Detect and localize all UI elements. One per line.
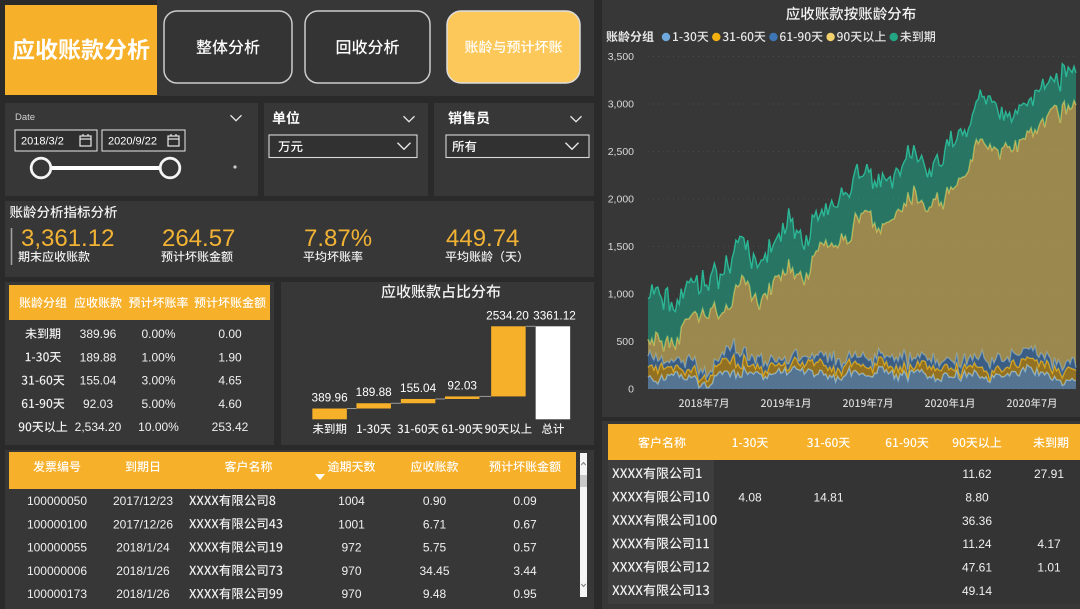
svg-text:Date: Date [15,112,35,123]
svg-text:1,000: 1,000 [608,289,634,301]
svg-text:500: 500 [616,336,634,348]
svg-text:0.00%: 0.00% [141,327,175,341]
svg-text:2017/12/23: 2017/12/23 [113,494,173,508]
svg-text:972: 972 [341,541,361,555]
svg-text:0.00: 0.00 [218,327,242,341]
svg-text:3.44: 3.44 [513,564,537,578]
svg-text:264.57: 264.57 [162,225,235,252]
svg-text:100000006: 100000006 [27,564,87,578]
svg-text:1004: 1004 [338,494,365,508]
svg-text:0: 0 [628,384,634,396]
svg-text:4.60: 4.60 [218,397,242,411]
svg-text:3.00%: 3.00% [141,374,175,388]
svg-text:14.81: 14.81 [813,490,843,504]
svg-text:27.91: 27.91 [1034,467,1064,481]
svg-text:2534.20: 2534.20 [486,308,529,322]
svg-text:1,500: 1,500 [608,241,634,253]
svg-text:4.17: 4.17 [1037,537,1061,551]
svg-text:2018/1/24: 2018/1/24 [116,541,170,555]
svg-text:4.65: 4.65 [218,374,242,388]
svg-text:0.67: 0.67 [513,517,537,531]
svg-text:189.88: 189.88 [80,350,117,364]
svg-text:970: 970 [341,564,361,578]
svg-text:1.90: 1.90 [218,350,242,364]
svg-text:3361.12: 3361.12 [533,308,576,322]
svg-text:3,361.12: 3,361.12 [21,225,114,252]
svg-text:3,000: 3,000 [608,99,634,111]
svg-text:100000050: 100000050 [27,494,87,508]
svg-text:2,500: 2,500 [608,146,634,158]
svg-text:11.24: 11.24 [962,537,991,551]
svg-text:970: 970 [341,587,361,601]
svg-text:2018/1/26: 2018/1/26 [116,587,170,601]
svg-text:2020/9/22: 2020/9/22 [108,136,157,148]
svg-text:2017/12/26: 2017/12/26 [113,517,173,531]
svg-text:389.96: 389.96 [312,391,349,405]
svg-text:2018/3/2: 2018/3/2 [21,136,64,148]
svg-text:49.14: 49.14 [962,584,992,598]
svg-text:8.80: 8.80 [965,490,989,504]
svg-text:47.61: 47.61 [962,561,992,575]
svg-text:0.90: 0.90 [423,494,447,508]
svg-text:449.74: 449.74 [446,225,519,252]
svg-text:2,000: 2,000 [608,194,634,206]
svg-text:92.03: 92.03 [83,397,113,411]
svg-text:0.95: 0.95 [513,587,537,601]
svg-text:4.08: 4.08 [738,490,762,504]
svg-text:0.09: 0.09 [513,494,537,508]
svg-text:155.04: 155.04 [400,381,437,395]
svg-text:1.01: 1.01 [1037,561,1061,575]
svg-text:2018/1/26: 2018/1/26 [116,564,170,578]
svg-text:9.48: 9.48 [423,587,447,601]
svg-text:92.03: 92.03 [447,378,477,392]
svg-text:189.88: 189.88 [356,385,393,399]
svg-text:5.00%: 5.00% [141,397,175,411]
svg-text:2,534.20: 2,534.20 [75,420,122,434]
svg-text:34.45: 34.45 [419,564,449,578]
svg-text:11.62: 11.62 [962,467,991,481]
svg-text:36.36: 36.36 [962,514,992,528]
svg-text:100000055: 100000055 [27,541,87,555]
svg-text:3,500: 3,500 [608,51,634,63]
svg-text:5.75: 5.75 [423,541,447,555]
svg-text:1.00%: 1.00% [141,350,175,364]
svg-text:100000100: 100000100 [27,517,87,531]
svg-text:155.04: 155.04 [80,374,117,388]
svg-text:7.87%: 7.87% [304,225,372,252]
svg-text:253.42: 253.42 [212,420,249,434]
svg-text:6.71: 6.71 [423,517,447,531]
svg-text:100000173: 100000173 [27,587,87,601]
svg-text:1001: 1001 [338,517,365,531]
svg-text:0.57: 0.57 [513,541,537,555]
svg-text:10.00%: 10.00% [138,420,179,434]
svg-text:389.96: 389.96 [80,327,117,341]
